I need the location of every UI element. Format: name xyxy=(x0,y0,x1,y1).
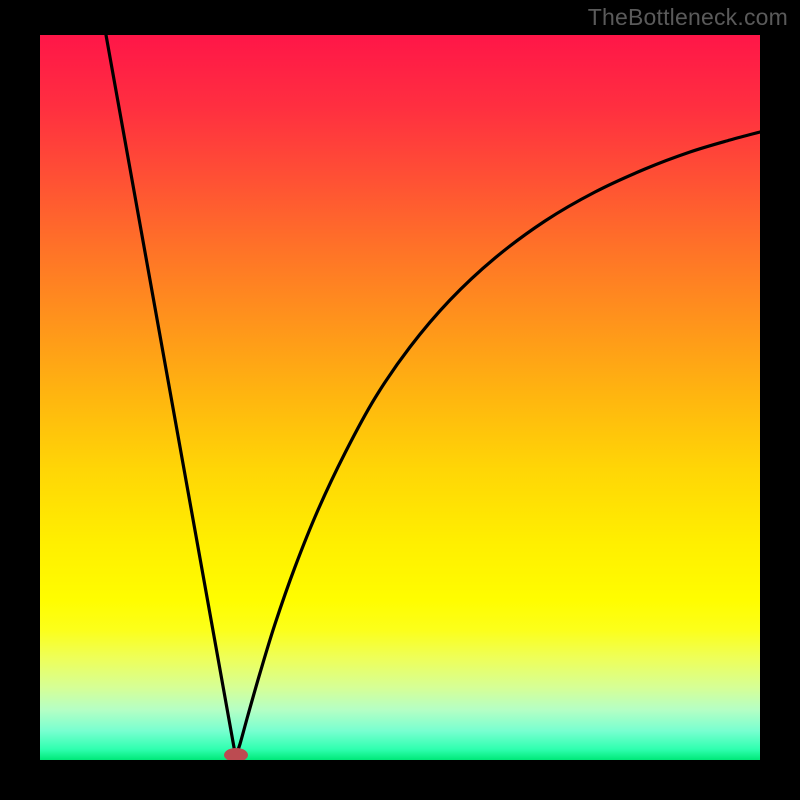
watermark-text: TheBottleneck.com xyxy=(588,4,788,31)
plot-area xyxy=(40,35,760,760)
plot-svg xyxy=(40,35,760,760)
chart-container: TheBottleneck.com xyxy=(0,0,800,800)
gradient-background xyxy=(40,35,760,760)
